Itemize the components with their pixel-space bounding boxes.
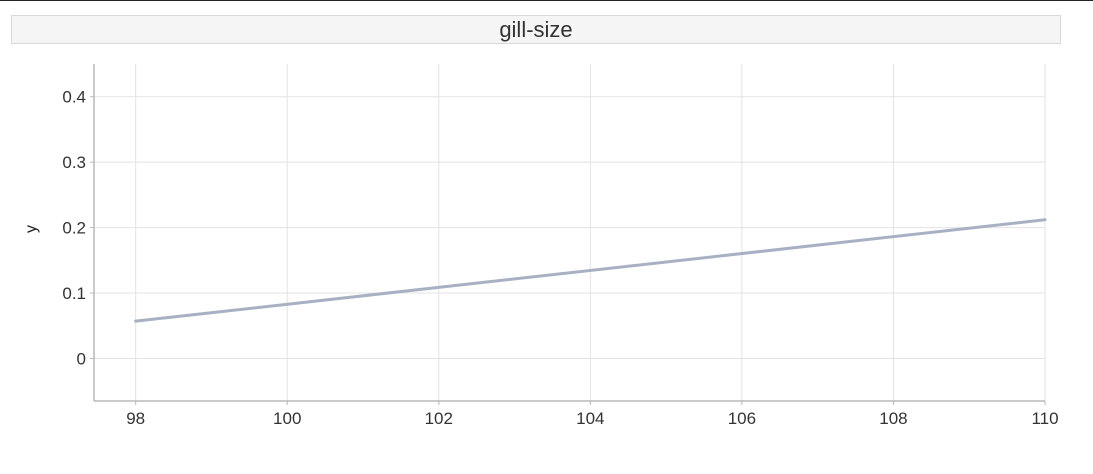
y-tick-label: 0 (77, 349, 86, 368)
y-tick-label: 0.4 (62, 88, 86, 107)
axes (90, 64, 1046, 405)
y-axis-label: y (23, 225, 40, 233)
series-lines (134, 218, 1047, 323)
y-tick-label: 0.2 (62, 219, 86, 238)
y-tick-label: 0.3 (62, 153, 86, 172)
x-tick-label: 102 (425, 409, 453, 428)
x-tick-label: 108 (879, 409, 907, 428)
x-tick-label: 106 (728, 409, 756, 428)
series-line (134, 218, 1047, 323)
chart-title: gill-size (11, 15, 1061, 44)
y-tick-label: 0.1 (62, 284, 86, 303)
x-tick-label: 100 (273, 409, 301, 428)
x-tick-label: 104 (576, 409, 604, 428)
x-tick-label: 110 (1031, 409, 1058, 428)
x-tick-label: 98 (126, 409, 145, 428)
window-top-border (0, 0, 1093, 1)
grid-lines (94, 64, 1046, 401)
tick-labels: 98 100 102 104 106 108 110 0 0.1 0.2 0.3 0.4 (62, 88, 1058, 428)
